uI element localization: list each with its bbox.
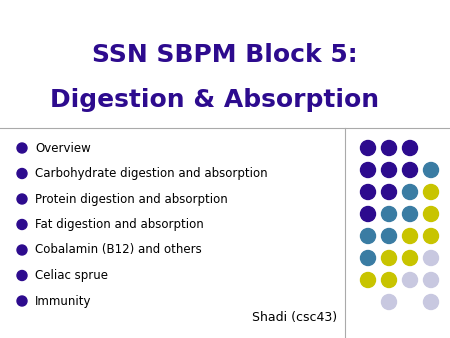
Circle shape bbox=[360, 141, 375, 155]
Circle shape bbox=[382, 250, 396, 266]
Circle shape bbox=[402, 272, 418, 288]
Circle shape bbox=[382, 272, 396, 288]
Circle shape bbox=[17, 270, 27, 281]
Circle shape bbox=[402, 250, 418, 266]
Circle shape bbox=[423, 163, 438, 177]
Circle shape bbox=[423, 272, 438, 288]
Circle shape bbox=[17, 143, 27, 153]
Circle shape bbox=[382, 294, 396, 310]
Text: Digestion & Absorption: Digestion & Absorption bbox=[50, 88, 379, 112]
Circle shape bbox=[423, 185, 438, 199]
Text: Cobalamin (B12) and others: Cobalamin (B12) and others bbox=[35, 243, 202, 257]
Circle shape bbox=[402, 185, 418, 199]
Circle shape bbox=[382, 207, 396, 221]
Circle shape bbox=[402, 228, 418, 243]
Circle shape bbox=[402, 141, 418, 155]
Circle shape bbox=[17, 169, 27, 178]
Circle shape bbox=[17, 245, 27, 255]
Circle shape bbox=[382, 163, 396, 177]
Text: Carbohydrate digestion and absorption: Carbohydrate digestion and absorption bbox=[35, 167, 268, 180]
Circle shape bbox=[402, 163, 418, 177]
Circle shape bbox=[382, 228, 396, 243]
Circle shape bbox=[17, 296, 27, 306]
Text: SSN SBPM Block 5:: SSN SBPM Block 5: bbox=[92, 43, 358, 67]
Circle shape bbox=[423, 207, 438, 221]
Circle shape bbox=[360, 185, 375, 199]
Circle shape bbox=[17, 194, 27, 204]
Circle shape bbox=[360, 207, 375, 221]
Circle shape bbox=[360, 272, 375, 288]
Circle shape bbox=[402, 207, 418, 221]
Circle shape bbox=[382, 185, 396, 199]
Text: Immunity: Immunity bbox=[35, 294, 91, 308]
Circle shape bbox=[360, 250, 375, 266]
Circle shape bbox=[360, 163, 375, 177]
Circle shape bbox=[423, 294, 438, 310]
Circle shape bbox=[423, 250, 438, 266]
Circle shape bbox=[382, 141, 396, 155]
Text: Celiac sprue: Celiac sprue bbox=[35, 269, 108, 282]
Text: Overview: Overview bbox=[35, 142, 91, 154]
Circle shape bbox=[360, 228, 375, 243]
Text: Fat digestion and absorption: Fat digestion and absorption bbox=[35, 218, 204, 231]
Text: Shadi (csc43): Shadi (csc43) bbox=[252, 312, 338, 324]
Circle shape bbox=[17, 219, 27, 230]
Text: Protein digestion and absorption: Protein digestion and absorption bbox=[35, 193, 228, 206]
Circle shape bbox=[423, 228, 438, 243]
